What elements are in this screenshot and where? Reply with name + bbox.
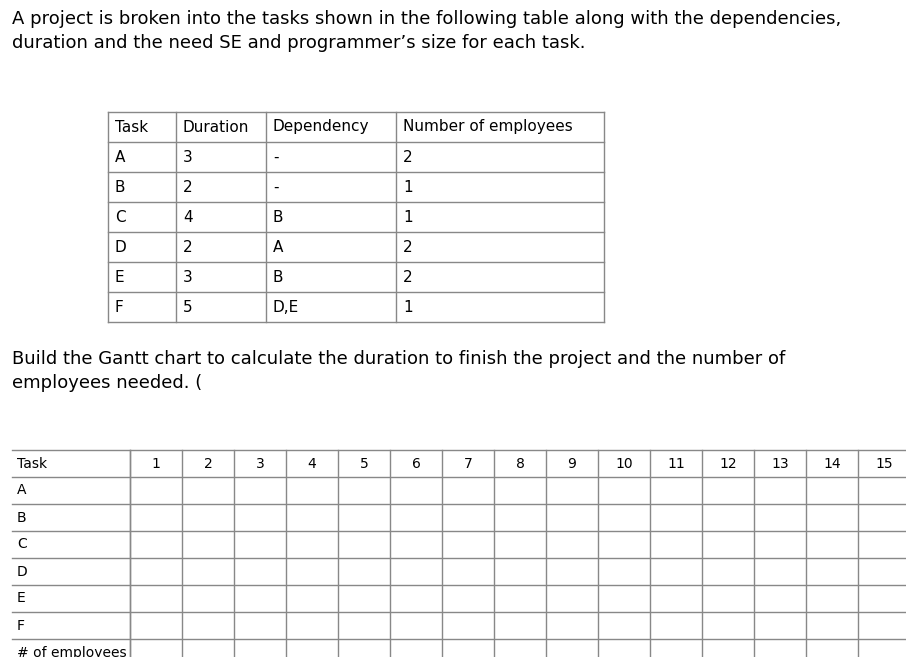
Text: # of employees: # of employees (17, 645, 127, 657)
Text: Number of employees: Number of employees (403, 120, 573, 135)
Text: E: E (115, 269, 125, 284)
Text: -: - (273, 179, 278, 194)
Text: D: D (115, 240, 127, 254)
Text: C: C (17, 537, 27, 551)
Text: 1: 1 (151, 457, 160, 470)
Text: B: B (273, 210, 284, 225)
Text: 2: 2 (183, 240, 193, 254)
Text: 6: 6 (411, 457, 420, 470)
Text: B: B (115, 179, 126, 194)
Text: Dependency: Dependency (273, 120, 370, 135)
Text: C: C (115, 210, 126, 225)
Text: F: F (17, 618, 25, 633)
Text: employees needed. (: employees needed. ( (12, 374, 202, 392)
Bar (12, 450, 906, 657)
Text: A: A (273, 240, 284, 254)
Text: 11: 11 (667, 457, 685, 470)
Text: 4: 4 (308, 457, 316, 470)
Text: 10: 10 (615, 457, 632, 470)
Text: B: B (17, 510, 26, 524)
Text: 2: 2 (403, 150, 412, 164)
Text: D: D (17, 564, 28, 579)
Text: 3: 3 (255, 457, 265, 470)
Text: 2: 2 (204, 457, 212, 470)
Text: 15: 15 (875, 457, 892, 470)
Text: 3: 3 (183, 150, 193, 164)
Text: Build the Gantt chart to calculate the duration to finish the project and the nu: Build the Gantt chart to calculate the d… (12, 350, 786, 368)
Text: 4: 4 (183, 210, 193, 225)
Text: 3: 3 (183, 269, 193, 284)
Text: 2: 2 (183, 179, 193, 194)
Text: 5: 5 (360, 457, 369, 470)
Text: 1: 1 (403, 210, 412, 225)
Text: 13: 13 (771, 457, 789, 470)
Text: F: F (115, 300, 124, 315)
Text: 1: 1 (403, 179, 412, 194)
Text: E: E (17, 591, 25, 606)
Text: 1: 1 (403, 300, 412, 315)
Text: A: A (115, 150, 125, 164)
Text: duration and the need SE and programmer’s size for each task.: duration and the need SE and programmer’… (12, 34, 585, 52)
Text: A: A (17, 484, 26, 497)
Text: D,E: D,E (273, 300, 299, 315)
Text: 14: 14 (824, 457, 841, 470)
Bar (108, 112, 604, 322)
Text: -: - (273, 150, 278, 164)
Text: 7: 7 (464, 457, 472, 470)
Text: 9: 9 (567, 457, 576, 470)
Text: A project is broken into the tasks shown in the following table along with the d: A project is broken into the tasks shown… (12, 10, 842, 28)
Text: Duration: Duration (183, 120, 249, 135)
Text: 12: 12 (719, 457, 737, 470)
Text: 5: 5 (183, 300, 193, 315)
Text: 2: 2 (403, 240, 412, 254)
Text: 8: 8 (516, 457, 525, 470)
Text: Task: Task (115, 120, 148, 135)
Text: B: B (273, 269, 284, 284)
Text: 2: 2 (403, 269, 412, 284)
Text: Task: Task (17, 457, 47, 470)
